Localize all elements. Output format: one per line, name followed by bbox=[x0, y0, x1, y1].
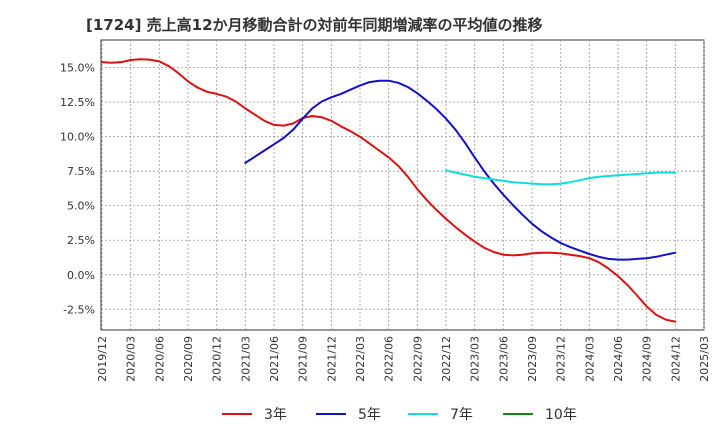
chart-title: [1724] 売上高12か月移動合計の対前年同期増減率の平均値の推移 bbox=[86, 16, 543, 34]
y-tick-label: 15.0% bbox=[60, 62, 95, 75]
x-tick-label: 2021/06 bbox=[268, 336, 281, 382]
x-tick-label: 2022/06 bbox=[383, 336, 396, 382]
legend-label: 10年 bbox=[545, 407, 577, 423]
x-tick-label: 2020/06 bbox=[153, 336, 166, 382]
x-tick-label: 2022/03 bbox=[354, 336, 367, 382]
y-tick-label: 12.5% bbox=[60, 96, 95, 109]
x-tick-label: 2023/09 bbox=[526, 336, 539, 382]
x-tick-label: 2019/12 bbox=[96, 336, 109, 382]
y-tick-label: -2.5% bbox=[63, 303, 95, 316]
series-group bbox=[101, 58, 677, 323]
legend-label: 3年 bbox=[264, 407, 287, 423]
y-tick-label: 2.5% bbox=[67, 234, 95, 247]
y-axis: 15.0% 12.5% 10.0% 7.5% 5.0% 2.5% 0.0% -2.5% bbox=[60, 62, 95, 317]
y-tick-label: 0.0% bbox=[67, 269, 95, 282]
x-tick-label: 2021/03 bbox=[239, 336, 252, 382]
x-tick-label: 2024/12 bbox=[669, 336, 682, 382]
x-tick-label: 2022/09 bbox=[411, 336, 424, 382]
x-tick-label: 2021/09 bbox=[297, 336, 310, 382]
x-tick-label: 2023/03 bbox=[469, 336, 482, 382]
series-line-2 bbox=[244, 79, 677, 261]
series-line-3 bbox=[445, 169, 677, 186]
x-tick-label: 2020/12 bbox=[211, 336, 224, 382]
legend: 3年 5年 7年 10年 bbox=[222, 407, 577, 423]
x-tick-label: 2021/12 bbox=[325, 336, 338, 382]
x-tick-label: 2023/06 bbox=[497, 336, 510, 382]
grid bbox=[101, 40, 705, 330]
x-tick-label: 2025/03 bbox=[698, 336, 711, 382]
y-tick-label: 5.0% bbox=[67, 200, 95, 213]
x-tick-label: 2024/06 bbox=[612, 336, 625, 382]
x-axis: 2019/12 2020/03 2020/06 2020/09 2020/12 2021/… bbox=[96, 336, 711, 382]
legend-label: 5年 bbox=[358, 407, 381, 423]
x-tick-label: 2023/12 bbox=[555, 336, 568, 382]
x-tick-label: 2024/09 bbox=[641, 336, 654, 382]
x-tick-label: 2024/03 bbox=[583, 336, 596, 382]
series-line-1 bbox=[101, 58, 677, 323]
legend-label: 7年 bbox=[450, 407, 473, 423]
x-tick-label: 2020/03 bbox=[125, 336, 138, 382]
y-tick-label: 7.5% bbox=[67, 165, 95, 178]
y-tick-label: 10.0% bbox=[60, 131, 95, 144]
x-tick-label: 2020/09 bbox=[182, 336, 195, 382]
x-tick-label: 2022/12 bbox=[440, 336, 453, 382]
